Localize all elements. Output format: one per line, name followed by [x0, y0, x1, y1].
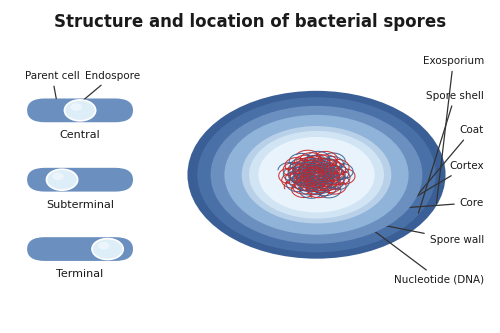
- Ellipse shape: [224, 115, 408, 235]
- Circle shape: [52, 172, 64, 180]
- Text: Exosporium: Exosporium: [422, 56, 484, 203]
- Text: Coat: Coat: [398, 125, 484, 218]
- Text: Endospore: Endospore: [83, 71, 140, 100]
- Ellipse shape: [249, 131, 384, 219]
- Circle shape: [46, 169, 78, 190]
- Circle shape: [64, 100, 96, 121]
- Text: Structure and location of bacterial spores: Structure and location of bacterial spor…: [54, 13, 446, 31]
- FancyBboxPatch shape: [27, 99, 133, 122]
- Circle shape: [92, 238, 123, 259]
- Ellipse shape: [198, 97, 436, 252]
- Text: Subterminal: Subterminal: [46, 199, 114, 209]
- Text: Terminal: Terminal: [56, 269, 104, 279]
- Text: Cortex: Cortex: [378, 162, 484, 219]
- Ellipse shape: [258, 137, 374, 212]
- Text: Spore shell: Spore shell: [418, 91, 484, 213]
- Circle shape: [70, 103, 82, 111]
- Text: Spore wall: Spore wall: [352, 219, 484, 245]
- Ellipse shape: [210, 106, 422, 244]
- Text: Central: Central: [60, 130, 100, 140]
- Text: Parent cell: Parent cell: [24, 71, 80, 99]
- Circle shape: [98, 242, 110, 249]
- Ellipse shape: [242, 126, 392, 223]
- Ellipse shape: [188, 91, 446, 259]
- FancyBboxPatch shape: [27, 168, 133, 191]
- Text: Core: Core: [356, 198, 484, 211]
- Text: Nucleotide (DNA): Nucleotide (DNA): [328, 197, 484, 284]
- FancyBboxPatch shape: [27, 237, 133, 261]
